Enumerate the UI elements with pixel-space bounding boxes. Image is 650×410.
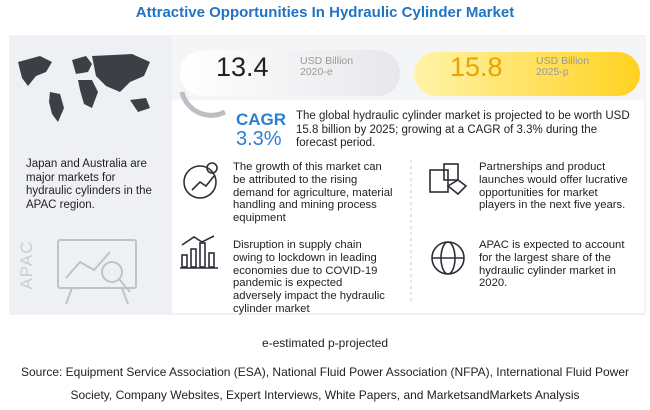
icon-disruption — [180, 235, 218, 269]
year: 2025-p — [536, 66, 569, 78]
highlight: Partnerships and product launches would … — [479, 161, 628, 212]
highlight: APAC is expected to account for the larg… — [479, 239, 625, 290]
region-label: APAC — [17, 240, 36, 290]
highlight: Disruption in supply chain owing to lock… — [233, 239, 385, 315]
footnote: e-estimated p-projected — [261, 336, 389, 350]
unit-2025: USD Billion 2025-p — [536, 56, 589, 78]
unit-2020: USD Billion 2020-e — [300, 56, 353, 78]
icon-growth — [183, 162, 218, 199]
pill-2025 — [414, 52, 640, 96]
cagr-value: 3.3% — [236, 128, 282, 150]
icon-partnership — [429, 163, 468, 196]
icon-globe — [431, 241, 465, 275]
summary: The global hydraulic cylinder market is … — [296, 110, 630, 149]
value-2020: 13.4 — [216, 52, 269, 82]
year: 2020-e — [300, 66, 333, 78]
unit: USD Billion — [300, 55, 354, 67]
title: Attractive Opportunities In Hydraulic Cy… — [135, 4, 515, 21]
source: Source: Equipment Service Association (E… — [20, 365, 630, 402]
value-2025: 15.8 — [450, 52, 503, 82]
left-text: Japan and Australia are major markets fo… — [26, 158, 152, 211]
world-map — [18, 54, 150, 122]
unit: USD Billion — [536, 55, 590, 67]
pill-2020 — [180, 50, 400, 96]
cagr-label: CAGR — [236, 110, 287, 129]
arc — [179, 91, 227, 118]
highlight: The growth of this market can be attribu… — [233, 161, 393, 225]
analytics-icon — [57, 239, 137, 305]
